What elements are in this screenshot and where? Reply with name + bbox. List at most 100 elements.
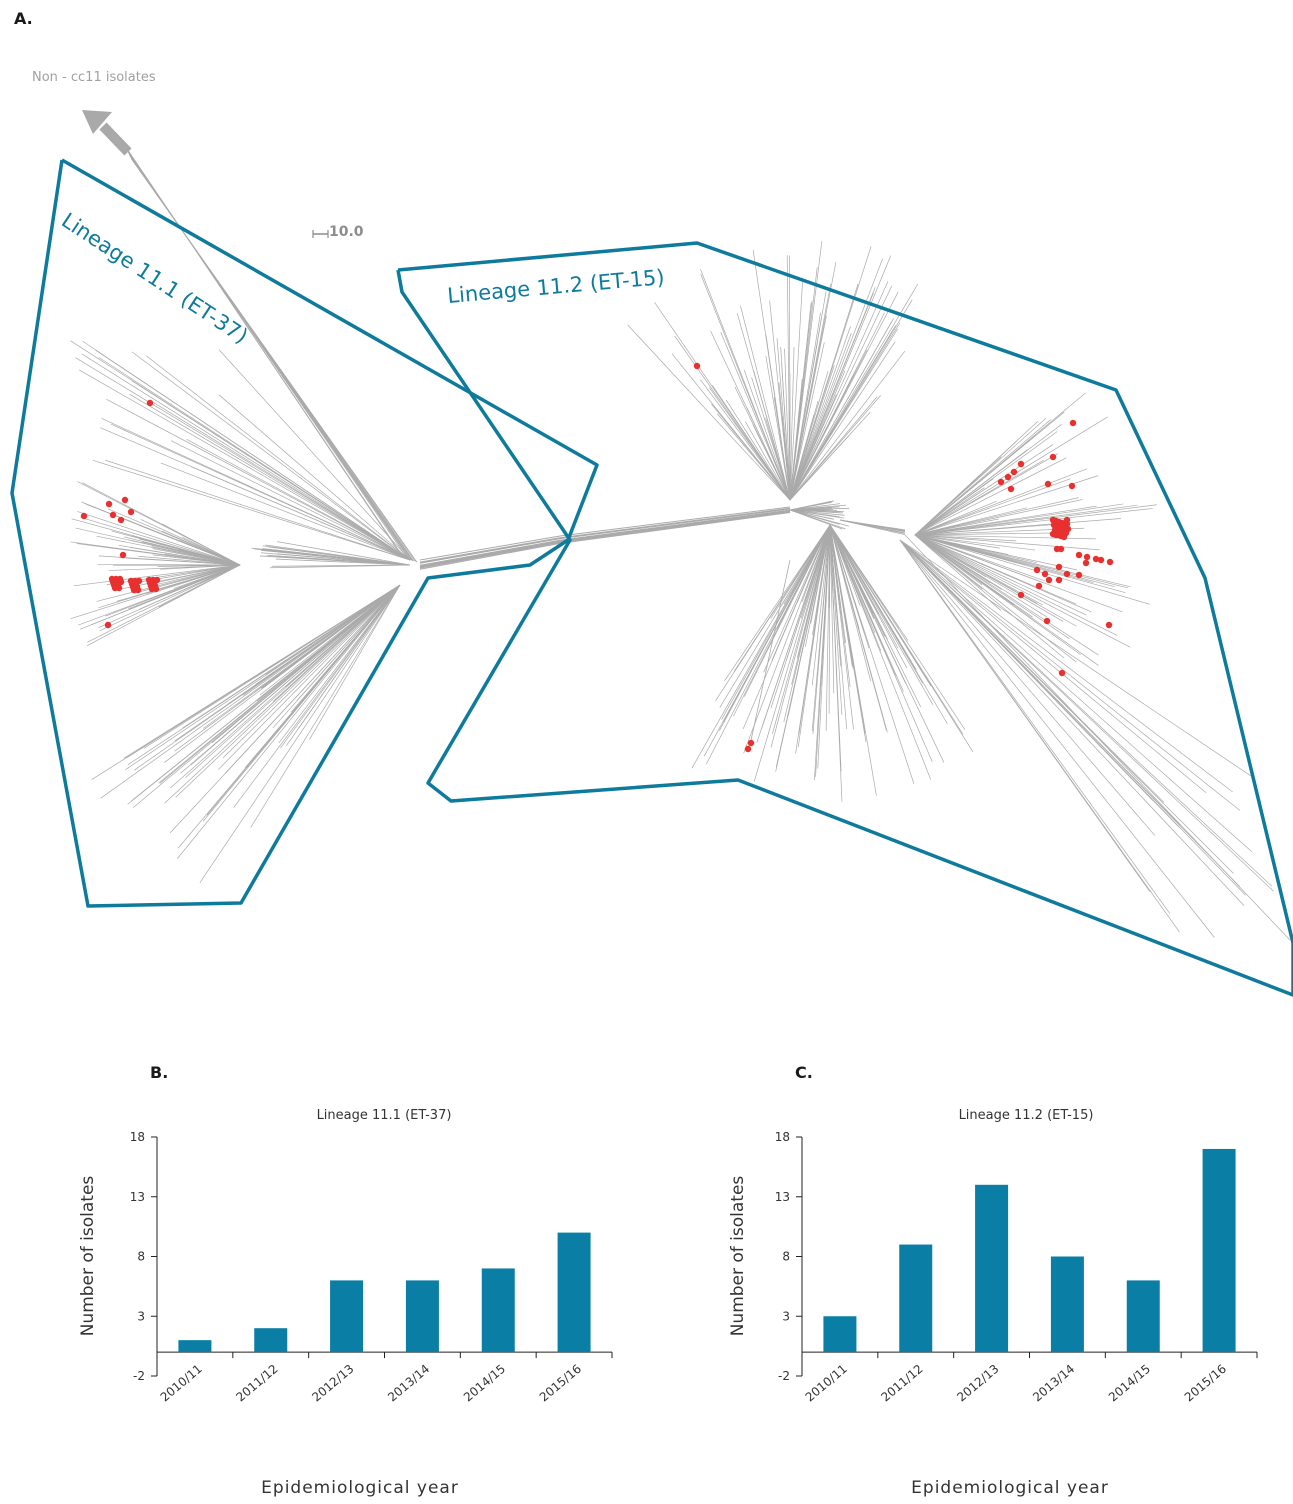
isolate-dot <box>1106 558 1114 566</box>
isolate-dot <box>1044 480 1052 488</box>
chart-b-title: Lineage 11.1 (ET-37) <box>317 1108 452 1123</box>
panel-b-label: B. <box>150 1063 168 1082</box>
isolate-dot <box>1055 576 1063 584</box>
panel-c-label: C. <box>795 1063 813 1082</box>
x-tick-label: 2015/16 <box>1182 1362 1229 1405</box>
panel-a-label: A. <box>14 9 33 28</box>
chart-b-xlabel: Epidemiological year <box>261 1478 459 1498</box>
bar <box>254 1328 288 1353</box>
lineage-11-1-label: Lineage 11.1 (ET-37) <box>57 208 252 348</box>
bar <box>1126 1280 1160 1353</box>
tree-branches <box>70 144 1291 941</box>
isolate-dot <box>1041 570 1049 578</box>
bar <box>405 1280 439 1353</box>
y-tick-label: 18 <box>775 1130 790 1144</box>
isolate-dot <box>1060 533 1068 541</box>
x-tick-label: 2013/14 <box>1030 1362 1077 1405</box>
y-tick-label: -2 <box>778 1369 790 1383</box>
y-tick-label: 3 <box>137 1309 145 1323</box>
x-tick-label: 2015/16 <box>537 1362 584 1405</box>
lineage-11-2-label: Lineage 11.2 (ET-15) <box>446 265 665 308</box>
isolate-dot <box>117 516 125 524</box>
chart-lineage-11-1: Lineage 11.1 (ET-37) Number of isolates … <box>78 1108 613 1498</box>
isolate-dot <box>1049 453 1057 461</box>
bar <box>330 1280 364 1353</box>
y-tick-label: 13 <box>775 1190 790 1204</box>
isolate-dot <box>1082 559 1090 567</box>
isolate-dot <box>1052 531 1060 539</box>
bar <box>975 1184 1009 1353</box>
isolate-dot <box>1057 545 1065 553</box>
x-tick-label: 2010/11 <box>803 1362 850 1405</box>
isolate-dot <box>1043 617 1051 625</box>
y-tick-label: 8 <box>782 1250 790 1264</box>
outgroup-label: Non - cc11 isolates <box>32 70 156 85</box>
chart-b-ylabel: Number of isolates <box>78 1176 98 1337</box>
isolate-dot <box>997 478 1005 486</box>
isolate-dot <box>121 496 129 504</box>
isolate-dot <box>104 621 112 629</box>
bar <box>481 1268 515 1353</box>
x-tick-label: 2014/15 <box>461 1362 508 1405</box>
isolate-dot <box>117 578 125 586</box>
isolate-dot <box>1105 621 1113 629</box>
chart-c-xlabel: Epidemiological year <box>911 1478 1109 1498</box>
isolate-dot <box>1017 460 1025 468</box>
isolate-dot <box>693 362 701 370</box>
chart-c-title: Lineage 11.2 (ET-15) <box>959 1108 1094 1123</box>
isolate-dot <box>153 576 161 584</box>
isolate-dot <box>105 500 113 508</box>
bar <box>823 1316 857 1353</box>
isolate-dot <box>109 511 117 519</box>
x-tick-label: 2014/15 <box>1106 1362 1153 1405</box>
isolate-dot <box>152 585 160 593</box>
isolate-dot <box>1007 485 1015 493</box>
isolate-dot <box>1035 582 1043 590</box>
isolate-dot <box>1033 566 1041 574</box>
isolate-dot <box>1058 669 1066 677</box>
isolate-dot <box>135 577 143 585</box>
y-tick-label: 3 <box>782 1309 790 1323</box>
isolate-dot <box>119 551 127 559</box>
scale-bar-label: 10.0 <box>329 224 364 240</box>
isolate-dot <box>80 512 88 520</box>
isolate-dot <box>1010 468 1018 476</box>
isolate-dot <box>1017 591 1025 599</box>
x-tick-label: 2011/12 <box>878 1362 925 1405</box>
isolate-dot <box>127 508 135 516</box>
x-tick-label: 2012/13 <box>309 1362 356 1405</box>
isolate-dot <box>115 584 123 592</box>
bar <box>1202 1148 1236 1353</box>
x-tick-label: 2012/13 <box>954 1362 1001 1405</box>
lineage-11-2-outline <box>396 241 1293 997</box>
chart-c-ylabel: Number of isolates <box>728 1176 748 1337</box>
bar <box>1050 1256 1084 1353</box>
outgroup-arrow <box>82 110 132 156</box>
y-tick-label: 13 <box>130 1190 145 1204</box>
isolate-dot <box>134 586 142 594</box>
isolate-dot <box>1059 524 1067 532</box>
y-tick-label: -2 <box>133 1369 145 1383</box>
isolate-dot <box>1092 555 1100 563</box>
x-tick-label: 2011/12 <box>233 1362 280 1405</box>
chart-lineage-11-2: Lineage 11.2 (ET-15) Number of isolates … <box>728 1108 1258 1498</box>
isolate-dot <box>1075 551 1083 559</box>
isolate-dot <box>1055 563 1063 571</box>
isolate-dot <box>1050 517 1058 525</box>
isolate-dot <box>1045 576 1053 584</box>
isolate-dot <box>146 399 154 407</box>
isolate-dot <box>1068 482 1076 490</box>
y-tick-label: 18 <box>130 1130 145 1144</box>
isolate-dot <box>1097 556 1105 564</box>
isolate-dot <box>744 745 752 753</box>
bar <box>899 1244 933 1353</box>
isolate-dot <box>1004 473 1012 481</box>
isolate-markers <box>80 362 1114 753</box>
isolate-dot <box>1075 571 1083 579</box>
isolate-dot <box>1069 419 1077 427</box>
x-tick-label: 2013/14 <box>385 1362 432 1405</box>
lineage-11-1-outline <box>10 158 599 908</box>
scale-bar: 10.0 <box>312 224 364 240</box>
isolate-dot <box>1083 553 1091 561</box>
